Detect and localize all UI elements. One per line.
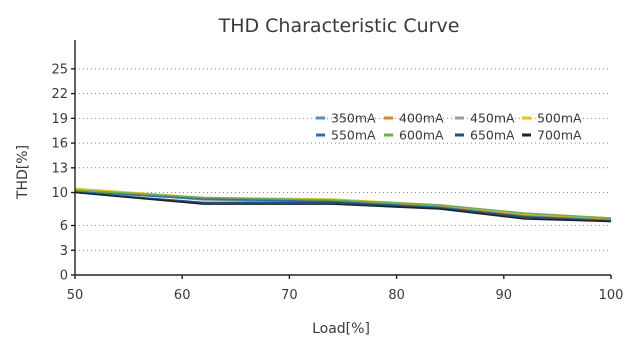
- legend-label-650mA: 650mA: [470, 128, 515, 143]
- legend-label-400mA: 400mA: [399, 111, 444, 126]
- x-tick-labels: 50 60 70 80 90 100: [67, 288, 624, 303]
- series-lines: [74, 187, 612, 223]
- y-axis-label: THD[%]: [15, 145, 31, 200]
- y-tick-label-25: 25: [51, 62, 68, 77]
- x-tick-label-90: 90: [496, 288, 513, 303]
- axes: [71, 40, 612, 279]
- x-axis-label: Load[%]: [312, 321, 370, 337]
- y-tick-labels: 0 3 6 10 13 16 19 22 25: [51, 62, 68, 283]
- x-tick-label-50: 50: [67, 288, 84, 303]
- y-tick-label-19: 19: [51, 112, 68, 127]
- series-line-600mA: [74, 189, 612, 219]
- chart-title: THD Characteristic Curve: [218, 15, 460, 37]
- legend: 350mA 400mA 450mA 500mA 550mA 600mA 650mA 700mA: [316, 111, 582, 143]
- legend-label-500mA: 500mA: [537, 111, 582, 126]
- gridlines: [75, 68, 611, 251]
- x-tick-label-80: 80: [388, 288, 405, 303]
- y-tick-label-3: 3: [60, 244, 68, 259]
- x-tick-label-100: 100: [599, 288, 624, 303]
- legend-label-450mA: 450mA: [470, 111, 515, 126]
- x-tick-label-60: 60: [174, 288, 191, 303]
- legend-label-350mA: 350mA: [331, 111, 376, 126]
- y-tick-label-22: 22: [51, 87, 68, 102]
- x-tick-label-70: 70: [281, 288, 298, 303]
- legend-label-700mA: 700mA: [537, 128, 582, 143]
- y-tick-label-6: 6: [60, 219, 68, 234]
- y-tick-label-0: 0: [60, 269, 68, 284]
- legend-label-600mA: 600mA: [399, 128, 444, 143]
- legend-label-550mA: 550mA: [331, 128, 376, 143]
- y-tick-label-10: 10: [51, 186, 68, 201]
- series-line-550mA: [74, 190, 612, 222]
- series-line-700mA: [74, 191, 612, 223]
- series-line-650mA: [74, 191, 612, 223]
- y-tick-label-16: 16: [51, 137, 68, 152]
- y-tick-label-13: 13: [51, 161, 68, 176]
